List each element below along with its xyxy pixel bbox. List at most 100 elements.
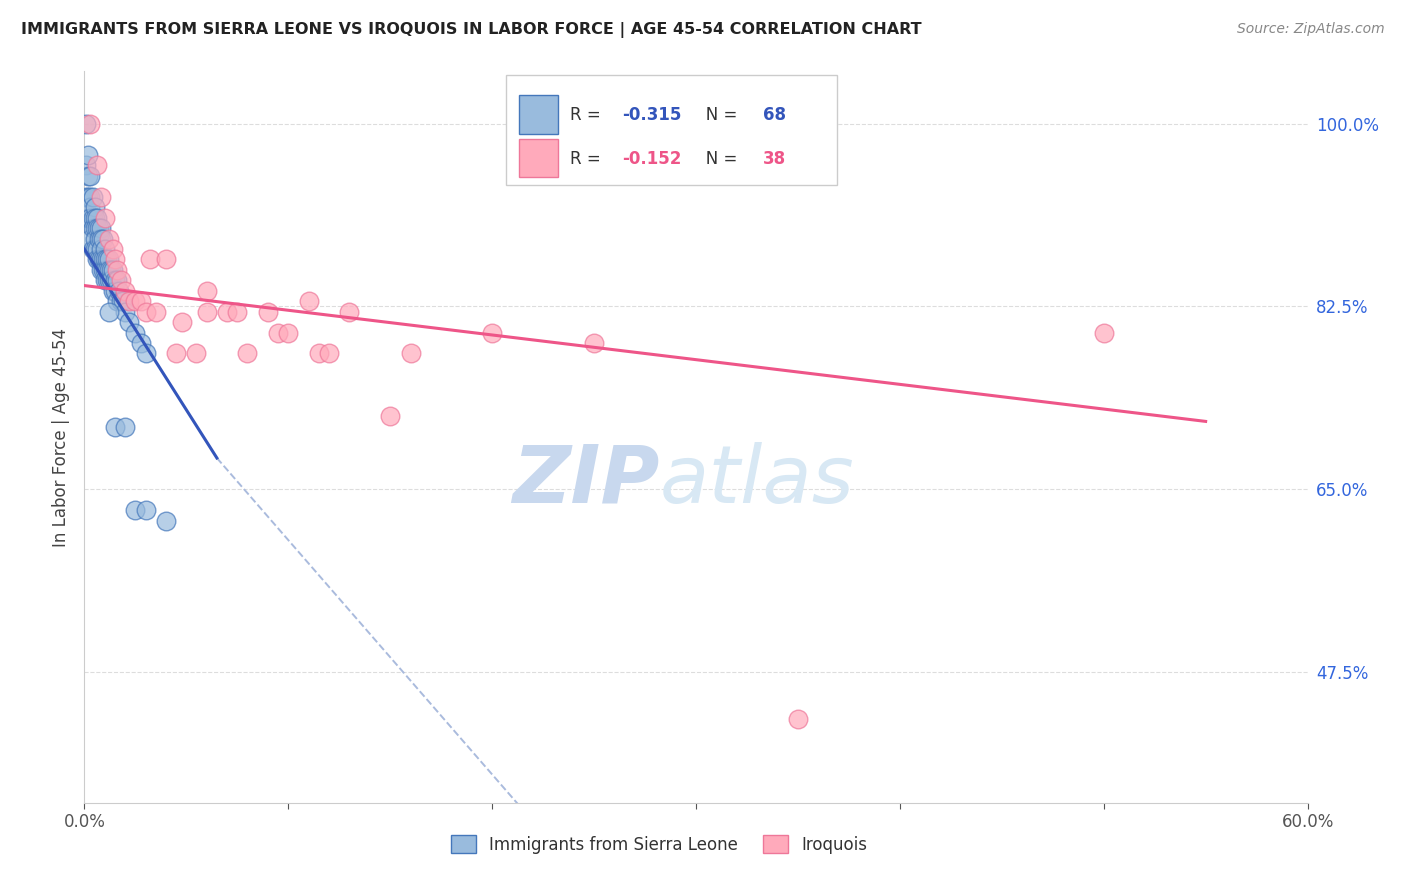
- Point: [83, 211, 105, 225]
- Point: [77, 190, 100, 204]
- Point: [96, 273, 118, 287]
- Point: [138, 252, 160, 267]
- Point: [131, 336, 153, 351]
- Point: [108, 284, 131, 298]
- Point: [104, 419, 127, 434]
- Text: IMMIGRANTS FROM SIERRA LEONE VS IROQUOIS IN LABOR FORCE | AGE 45-54 CORRELATION : IMMIGRANTS FROM SIERRA LEONE VS IROQUOIS…: [21, 22, 922, 38]
- Point: [124, 294, 146, 309]
- Text: -0.152: -0.152: [623, 150, 682, 168]
- Point: [318, 346, 340, 360]
- Point: [97, 252, 120, 267]
- Point: [91, 252, 114, 267]
- Point: [79, 200, 101, 214]
- Point: [105, 273, 128, 287]
- Point: [83, 200, 105, 214]
- Text: 68: 68: [763, 106, 786, 124]
- Point: [583, 336, 606, 351]
- Point: [104, 252, 127, 267]
- Point: [90, 242, 112, 256]
- Point: [399, 346, 422, 360]
- Point: [135, 503, 157, 517]
- Point: [75, 117, 97, 131]
- Point: [101, 242, 124, 256]
- Point: [96, 252, 118, 267]
- Point: [87, 252, 110, 267]
- Point: [135, 304, 157, 318]
- Point: [86, 211, 108, 225]
- Point: [105, 263, 128, 277]
- Text: 38: 38: [763, 150, 786, 168]
- Point: [104, 284, 127, 298]
- Point: [787, 712, 810, 726]
- Point: [118, 315, 141, 329]
- Point: [77, 211, 100, 225]
- Point: [97, 304, 120, 318]
- Point: [91, 263, 114, 277]
- Point: [267, 326, 290, 340]
- Point: [277, 326, 299, 340]
- Point: [481, 326, 503, 340]
- Point: [236, 346, 259, 360]
- Point: [86, 242, 108, 256]
- Point: [79, 211, 101, 225]
- Point: [308, 346, 330, 360]
- Point: [217, 304, 239, 318]
- Point: [124, 503, 146, 517]
- Point: [93, 242, 115, 256]
- Point: [93, 252, 115, 267]
- Point: [90, 190, 112, 204]
- Point: [87, 221, 110, 235]
- Point: [79, 169, 101, 183]
- Point: [114, 284, 136, 298]
- Legend: Immigrants from Sierra Leone, Iroquois: Immigrants from Sierra Leone, Iroquois: [444, 829, 875, 860]
- Point: [112, 294, 135, 309]
- Point: [110, 273, 132, 287]
- FancyBboxPatch shape: [519, 139, 558, 178]
- Point: [86, 252, 108, 267]
- Point: [90, 231, 112, 245]
- Point: [155, 514, 177, 528]
- FancyBboxPatch shape: [519, 95, 558, 134]
- Point: [82, 242, 104, 256]
- Point: [75, 158, 97, 172]
- Point: [82, 211, 104, 225]
- Point: [97, 273, 120, 287]
- Point: [93, 211, 115, 225]
- Point: [380, 409, 402, 424]
- Point: [101, 284, 124, 298]
- Point: [87, 231, 110, 245]
- Point: [131, 294, 153, 309]
- Point: [90, 252, 112, 267]
- Text: Source: ZipAtlas.com: Source: ZipAtlas.com: [1237, 22, 1385, 37]
- Text: R =: R =: [569, 106, 606, 124]
- Point: [1092, 326, 1115, 340]
- Point: [82, 221, 104, 235]
- Point: [93, 273, 115, 287]
- Point: [118, 294, 141, 309]
- Y-axis label: In Labor Force | Age 45-54: In Labor Force | Age 45-54: [52, 327, 70, 547]
- Text: N =: N =: [690, 106, 742, 124]
- Point: [77, 148, 100, 162]
- Text: atlas: atlas: [659, 442, 853, 520]
- Point: [97, 231, 120, 245]
- Point: [114, 419, 136, 434]
- Point: [100, 263, 122, 277]
- Point: [226, 304, 249, 318]
- Point: [79, 190, 101, 204]
- Point: [186, 346, 208, 360]
- Point: [79, 231, 101, 245]
- Point: [79, 117, 101, 131]
- Point: [105, 294, 128, 309]
- Point: [339, 304, 361, 318]
- Point: [96, 263, 118, 277]
- Text: -0.315: -0.315: [623, 106, 682, 124]
- Text: ZIP: ZIP: [512, 442, 659, 520]
- Point: [165, 346, 187, 360]
- Point: [83, 221, 105, 235]
- Point: [97, 263, 120, 277]
- Point: [77, 169, 100, 183]
- Point: [114, 304, 136, 318]
- Point: [83, 231, 105, 245]
- Point: [135, 346, 157, 360]
- Point: [195, 304, 218, 318]
